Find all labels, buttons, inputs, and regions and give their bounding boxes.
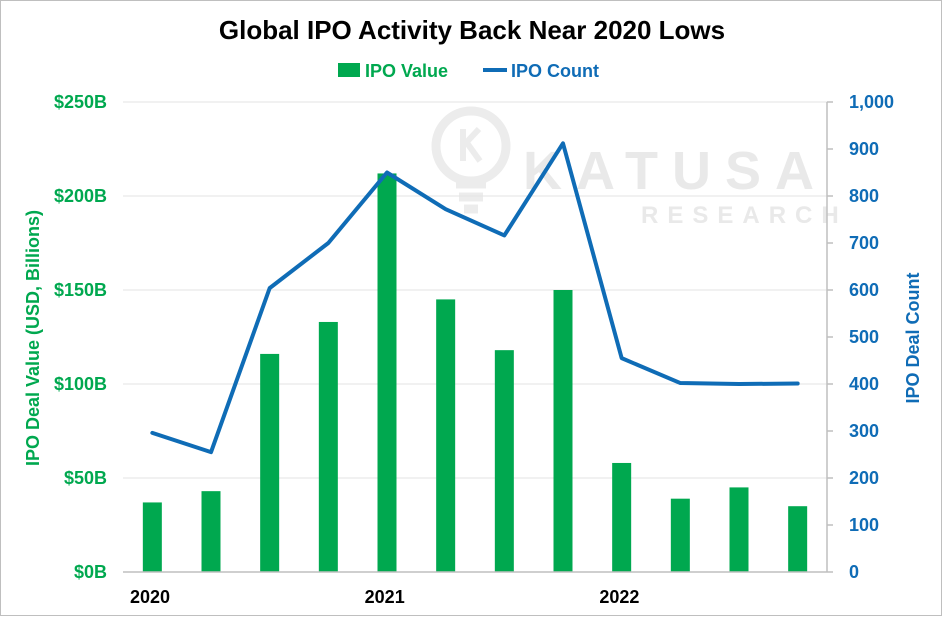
point-ipo-count-10 [738, 383, 740, 385]
legend-swatch-ipo-value [338, 63, 360, 77]
y-axis-right-label: IPO Deal Count [903, 272, 923, 403]
y-right-tick-label: 1,000 [849, 92, 894, 112]
legend-label-ipo-value: IPO Value [365, 61, 448, 81]
legend: IPO Value IPO Count [338, 61, 599, 81]
x-tick-label: 2020 [130, 587, 170, 607]
point-ipo-count-1 [210, 451, 212, 453]
bar-ipo-value-11 [788, 506, 808, 572]
y-right-tick-label: 0 [849, 562, 859, 582]
bar-ipo-value-8 [612, 462, 632, 572]
y-right-tick-label: 500 [849, 327, 879, 347]
bar-series-ipo-value [142, 173, 808, 572]
legend-label-ipo-count: IPO Count [511, 61, 599, 81]
point-ipo-count-6 [503, 234, 505, 236]
point-ipo-count-3 [327, 242, 329, 244]
y-right-tick-label: 800 [849, 186, 879, 206]
y-left-tick-label: $100B [54, 374, 107, 394]
bar-ipo-value-0 [142, 502, 162, 572]
y-right-tick-label: 300 [849, 421, 879, 441]
y-left-tick-label: $50B [64, 468, 107, 488]
point-ipo-count-2 [269, 287, 271, 289]
point-ipo-count-7 [562, 142, 564, 144]
watermark: KATUSA RESEARCH [431, 106, 848, 229]
x-tick-label: 2022 [599, 587, 639, 607]
bar-ipo-value-6 [494, 350, 514, 572]
bar-ipo-value-3 [318, 321, 338, 572]
y-right-tick-label: 600 [849, 280, 879, 300]
bar-ipo-value-4 [377, 173, 397, 572]
y-axis-left-label: IPO Deal Value (USD, Billions) [23, 210, 43, 466]
y-right-tick-label: 100 [849, 515, 879, 535]
y-left-tick-label: $0B [74, 562, 107, 582]
bar-ipo-value-7 [553, 290, 573, 572]
watermark-line-2: RESEARCH [641, 202, 848, 229]
y-right-tick-label: 700 [849, 233, 879, 253]
bar-ipo-value-9 [670, 498, 690, 572]
bar-ipo-value-1 [201, 491, 221, 572]
point-ipo-count-5 [445, 208, 447, 210]
x-tick-label: 2021 [365, 587, 405, 607]
y-right-tick-label: 400 [849, 374, 879, 394]
tick-labels: $0B $50B $100B $150B $200B $250B 0 100 200 300 400… [54, 92, 894, 607]
point-ipo-count-0 [151, 432, 153, 434]
y-left-tick-label: $250B [54, 92, 107, 112]
y-left-tick-label: $200B [54, 186, 107, 206]
y-left-tick-label: $150B [54, 280, 107, 300]
point-ipo-count-11 [797, 383, 799, 385]
point-ipo-count-4 [386, 172, 388, 173]
point-ipo-count-9 [679, 382, 681, 384]
axes [123, 101, 833, 573]
line-series-ipo-count [150, 141, 800, 455]
point-ipo-count-8 [621, 357, 623, 359]
chart-title: Global IPO Activity Back Near 2020 Lows [219, 15, 725, 45]
y-right-tick-label: 200 [849, 468, 879, 488]
lightbulb-logo-icon [431, 106, 511, 214]
bar-ipo-value-2 [260, 353, 280, 572]
line-ipo-count [150, 141, 800, 455]
bar-ipo-value-5 [436, 299, 456, 572]
bar-ipo-value-10 [729, 487, 749, 572]
y-right-tick-label: 900 [849, 139, 879, 159]
